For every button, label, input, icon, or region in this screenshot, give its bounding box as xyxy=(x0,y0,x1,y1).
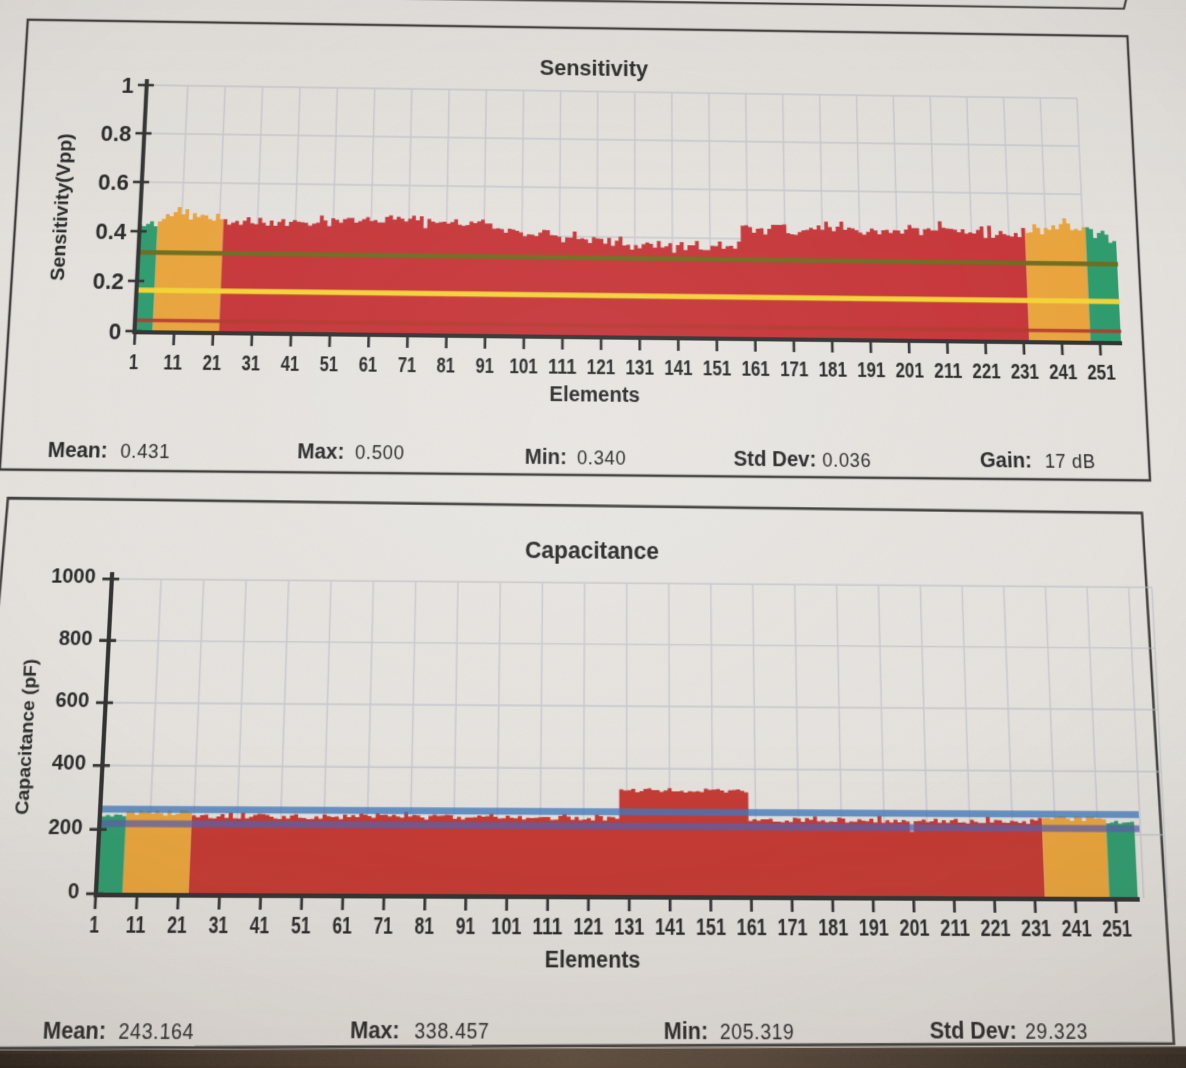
svg-text:181: 181 xyxy=(818,914,848,941)
svg-text:0.036: 0.036 xyxy=(822,449,871,471)
svg-text:Min:: Min: xyxy=(525,446,567,470)
svg-text:91: 91 xyxy=(455,913,475,940)
svg-text:1: 1 xyxy=(128,350,138,375)
svg-text:11: 11 xyxy=(125,911,146,938)
svg-text:Min:: Min: xyxy=(664,1018,709,1045)
svg-text:151: 151 xyxy=(696,914,726,941)
svg-text:141: 141 xyxy=(655,913,685,940)
svg-text:41: 41 xyxy=(280,352,299,377)
svg-text:51: 51 xyxy=(291,912,311,939)
svg-text:71: 71 xyxy=(397,353,416,378)
svg-text:Max:: Max: xyxy=(297,440,345,464)
svg-text:29.323: 29.323 xyxy=(1025,1020,1089,1044)
svg-text:Capacitance: Capacitance xyxy=(525,536,659,565)
svg-text:Max:: Max: xyxy=(350,1018,400,1045)
svg-text:161: 161 xyxy=(741,357,770,382)
svg-text:201: 201 xyxy=(895,358,924,383)
svg-text:Mean:: Mean: xyxy=(42,1018,107,1045)
svg-text:Std Dev:: Std Dev: xyxy=(929,1018,1017,1045)
svg-text:11: 11 xyxy=(163,350,183,375)
svg-text:61: 61 xyxy=(358,352,377,377)
svg-text:0.2: 0.2 xyxy=(92,268,125,295)
svg-text:71: 71 xyxy=(373,912,393,939)
svg-text:241: 241 xyxy=(1061,915,1092,942)
svg-text:17 dB: 17 dB xyxy=(1044,451,1096,473)
svg-text:131: 131 xyxy=(614,913,644,940)
svg-text:91: 91 xyxy=(475,354,494,379)
svg-text:1: 1 xyxy=(89,911,100,938)
svg-text:171: 171 xyxy=(777,914,807,941)
svg-text:0: 0 xyxy=(67,878,80,903)
svg-text:1000: 1000 xyxy=(51,564,97,588)
svg-text:211: 211 xyxy=(940,915,971,942)
svg-text:121: 121 xyxy=(573,913,603,940)
svg-text:251: 251 xyxy=(1102,915,1133,942)
svg-text:101: 101 xyxy=(509,354,538,379)
svg-text:Std Dev:: Std Dev: xyxy=(733,447,816,472)
svg-text:0.6: 0.6 xyxy=(97,170,129,196)
svg-text:0.8: 0.8 xyxy=(100,121,132,147)
svg-text:41: 41 xyxy=(249,912,269,939)
svg-text:201: 201 xyxy=(899,914,930,941)
svg-text:21: 21 xyxy=(167,911,188,938)
svg-text:0.500: 0.500 xyxy=(355,442,405,464)
svg-text:400: 400 xyxy=(51,750,86,774)
svg-text:161: 161 xyxy=(737,914,767,941)
svg-text:0.431: 0.431 xyxy=(120,440,171,462)
svg-text:600: 600 xyxy=(55,687,90,711)
svg-text:111: 111 xyxy=(548,354,577,379)
svg-text:171: 171 xyxy=(780,357,809,382)
svg-text:Sensitivity: Sensitivity xyxy=(540,55,649,82)
svg-text:0.4: 0.4 xyxy=(95,219,127,245)
svg-text:181: 181 xyxy=(818,357,847,382)
svg-text:81: 81 xyxy=(414,912,434,939)
svg-text:131: 131 xyxy=(626,355,654,380)
svg-text:251: 251 xyxy=(1087,360,1116,385)
svg-text:81: 81 xyxy=(436,353,455,378)
svg-text:243.164: 243.164 xyxy=(118,1019,195,1043)
svg-text:Mean:: Mean: xyxy=(47,438,108,463)
svg-text:200: 200 xyxy=(48,814,83,839)
svg-text:151: 151 xyxy=(703,356,732,381)
svg-text:1: 1 xyxy=(121,73,135,98)
svg-text:Elements: Elements xyxy=(549,383,640,407)
svg-text:31: 31 xyxy=(208,912,229,939)
svg-text:61: 61 xyxy=(332,912,352,939)
svg-text:0: 0 xyxy=(108,319,122,346)
svg-text:221: 221 xyxy=(980,915,1011,942)
svg-text:121: 121 xyxy=(587,355,616,380)
svg-text:211: 211 xyxy=(934,359,963,384)
svg-text:800: 800 xyxy=(58,625,93,649)
svg-text:191: 191 xyxy=(859,914,889,941)
svg-text:Elements: Elements xyxy=(545,947,641,974)
svg-text:101: 101 xyxy=(491,913,521,940)
svg-text:0.340: 0.340 xyxy=(577,447,626,469)
svg-text:338.457: 338.457 xyxy=(414,1019,490,1043)
svg-text:221: 221 xyxy=(972,359,1001,384)
svg-text:231: 231 xyxy=(1021,915,1052,942)
svg-text:21: 21 xyxy=(202,351,221,376)
svg-text:111: 111 xyxy=(532,913,562,940)
svg-text:Gain:: Gain: xyxy=(980,449,1033,473)
svg-text:205.319: 205.319 xyxy=(720,1020,795,1044)
svg-text:141: 141 xyxy=(664,356,692,381)
svg-text:191: 191 xyxy=(857,358,886,383)
svg-text:241: 241 xyxy=(1049,360,1078,385)
svg-text:31: 31 xyxy=(241,351,260,376)
svg-text:231: 231 xyxy=(1010,359,1039,384)
svg-text:51: 51 xyxy=(319,352,338,377)
